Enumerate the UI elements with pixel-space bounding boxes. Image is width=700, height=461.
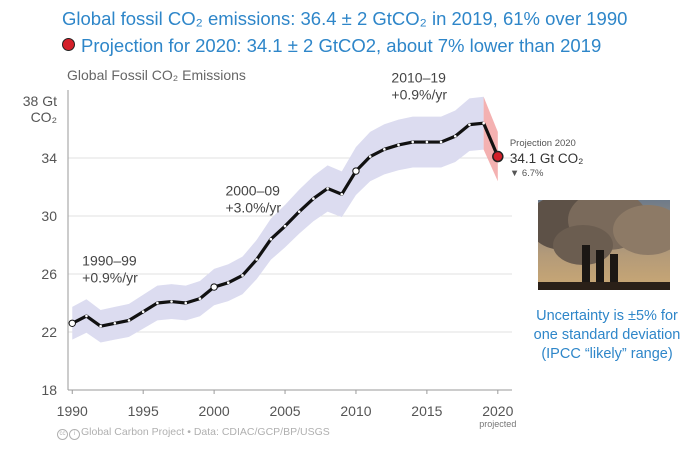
- data-point: [425, 140, 429, 144]
- footer-data-source: • Data: CDIAC/GCP/BP/USGS: [187, 426, 330, 438]
- y-tick-label: 34: [41, 150, 57, 166]
- data-point: [68, 319, 76, 327]
- annotation-rate: +3.0%/yr: [225, 200, 281, 216]
- data-point: [184, 301, 188, 305]
- uncertainty-note-line1: Uncertainty is ±5% for: [536, 308, 678, 324]
- data-point: [397, 143, 400, 147]
- data-point: [241, 274, 244, 277]
- x-tick-label: 2000: [199, 403, 230, 419]
- x-tick-label: 1995: [128, 403, 159, 419]
- projection-label-title: Projection 2020: [510, 138, 576, 149]
- annotation-period: 2010–19: [391, 70, 446, 86]
- data-point: [198, 297, 202, 300]
- headline-emissions-2019: Global fossil CO₂ emissions: 36.4 ± 2 Gt…: [62, 8, 628, 29]
- data-point: [127, 319, 131, 322]
- chart-title: Global Fossil CO₂ Emissions: [67, 67, 246, 83]
- data-point: [468, 123, 471, 126]
- headline-projection-text: Projection for 2020: 34.1 ± 2 GtCO2, abo…: [81, 35, 602, 56]
- annotation-period: 2000–09: [225, 183, 280, 199]
- data-point: [85, 314, 88, 318]
- data-point: [156, 301, 159, 305]
- emissions-line: [71, 121, 484, 328]
- y-tick-label: 26: [41, 266, 57, 282]
- y-axis-label: 38 Gt: [23, 93, 57, 109]
- footer-credit: cc i Global Carbon Project • Data: CDIAC/G…: [57, 426, 330, 440]
- by-license-icon: i: [69, 429, 80, 440]
- projection-label-value: 34.1 Gt CO₂: [510, 151, 584, 166]
- x-tick-sublabel: projected: [479, 419, 516, 429]
- data-point: [340, 192, 344, 196]
- data-point: [283, 224, 287, 228]
- uncertainty-note-line2: one standard deviation: [533, 327, 681, 343]
- projection-label-change: ▼ 6.7%: [510, 168, 544, 179]
- x-tick-label: 2020: [482, 403, 513, 419]
- y-tick-label: 18: [41, 382, 57, 398]
- data-point: [226, 281, 230, 285]
- data-point: [255, 258, 258, 261]
- data-point: [269, 237, 273, 241]
- projection-point: [492, 150, 504, 163]
- data-point: [297, 210, 301, 213]
- footer-source: Global Carbon Project: [81, 426, 185, 438]
- data-point: [368, 155, 372, 158]
- x-tick-label: 2015: [411, 403, 442, 419]
- x-tick-label: 1990: [57, 403, 88, 419]
- data-point: [411, 140, 415, 144]
- data-point: [170, 300, 173, 303]
- data-point: [383, 148, 386, 151]
- uncertainty-band: [72, 96, 484, 343]
- data-point: [141, 310, 145, 314]
- data-point: [113, 322, 117, 325]
- data-point: [312, 197, 315, 200]
- projection-line: [482, 122, 500, 158]
- y-tick-label: 30: [41, 208, 57, 224]
- data-point: [453, 134, 457, 138]
- data-point: [482, 121, 485, 125]
- annotation-period: 1990–99: [82, 252, 137, 268]
- projection-marker-icon: [62, 38, 75, 51]
- uncertainty-note: Uncertainty is ±5% for one standard devi…: [522, 307, 692, 364]
- x-tick-label: 2005: [269, 403, 300, 419]
- annotation-rate: +0.9%/yr: [82, 269, 138, 285]
- y-tick-label: 22: [41, 324, 57, 340]
- uncertainty-note-line3: (IPCC “likely” range): [541, 346, 673, 362]
- data-point: [439, 140, 443, 144]
- x-tick-label: 2010: [340, 403, 371, 419]
- annotation-rate: +0.9%/yr: [391, 87, 447, 103]
- data-point: [352, 167, 360, 175]
- data-point: [99, 324, 102, 328]
- headline-projection-2020: Projection for 2020: 34.1 ± 2 GtCO2, abo…: [62, 35, 601, 57]
- data-point: [326, 187, 329, 190]
- y-axis-unit: CO₂: [31, 109, 57, 125]
- cc-license-icon: cc: [57, 429, 68, 440]
- data-point: [210, 283, 218, 291]
- smokestack-photo: [538, 200, 670, 290]
